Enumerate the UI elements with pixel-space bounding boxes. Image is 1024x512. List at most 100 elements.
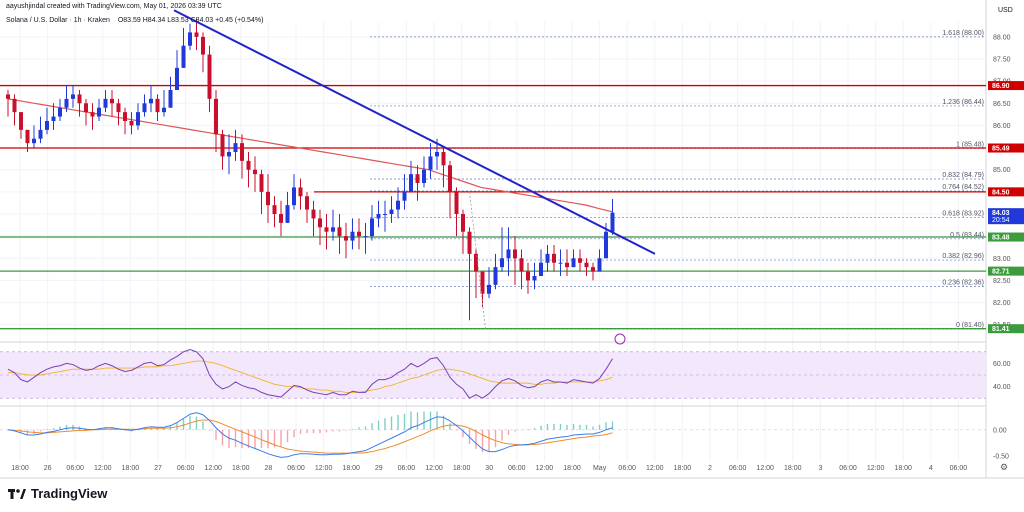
macd-histogram-bar (234, 429, 237, 448)
x-tick-label: 12:00 (94, 465, 112, 472)
macd-histogram-bar (423, 411, 425, 430)
x-tick-label: 12:00 (425, 465, 443, 472)
candle-body (38, 129, 43, 139)
y-axis-unit: USD (998, 7, 1013, 14)
macd-histogram-bar (605, 422, 607, 430)
x-tick-label: 06:00 (398, 465, 416, 472)
candle-body (448, 165, 452, 192)
candle-body (513, 249, 517, 259)
macd-tick-label: 0.00 (993, 427, 1007, 434)
macd-histogram-bar (312, 429, 315, 434)
macd-histogram-bar (377, 420, 380, 430)
x-tick-label: 26 (44, 465, 52, 472)
macd-histogram-bar (507, 429, 510, 435)
candle-body (168, 90, 173, 108)
candle-body (305, 196, 309, 210)
macd-histogram-bar (455, 429, 458, 431)
candle-body (532, 276, 537, 281)
symbol-title[interactable]: Solana / U.S. Dollar · 1h · Kraken (6, 17, 110, 24)
candle-body (578, 258, 582, 263)
candle-body (90, 112, 95, 117)
candle-body (324, 227, 329, 232)
candle-body (402, 191, 407, 201)
candle-body (318, 218, 322, 228)
price-tag (988, 143, 1024, 153)
macd-histogram-bar (59, 426, 61, 430)
candle-body (12, 98, 17, 113)
candle-body (389, 209, 394, 214)
x-tick-label: 06:00 (950, 465, 968, 472)
x-tick-label: 30 (485, 465, 493, 472)
x-tick-label: 12:00 (536, 465, 554, 472)
price-tag-label: 85.49 (992, 146, 1010, 153)
candle-body (357, 231, 361, 237)
price-tag-label: 86.90 (992, 83, 1010, 90)
settings-icon: ⚙ (1000, 462, 1008, 472)
x-tick-label: 12:00 (646, 465, 664, 472)
candle-body (181, 45, 186, 68)
macd-histogram-bar (488, 429, 490, 452)
candle-body (383, 214, 387, 215)
candle-body (129, 121, 134, 126)
tradingview-logo[interactable]: TradingView (8, 486, 107, 501)
candle-body (97, 107, 101, 117)
macd-histogram-bar (111, 427, 113, 430)
candle-body (604, 231, 608, 259)
candle-body (77, 94, 82, 104)
candle-body (272, 205, 277, 214)
macd-histogram-bar (572, 423, 575, 430)
macd-histogram-bar (182, 419, 185, 430)
price-tick-label: 85.00 (993, 167, 1011, 174)
rsi-ma-line (8, 360, 613, 393)
macd-histogram-bar (137, 429, 139, 431)
x-tick-label: 06:00 (66, 465, 84, 472)
macd-histogram-bar (267, 429, 269, 449)
candle-body (175, 67, 179, 90)
candle-body (545, 253, 550, 263)
macd-histogram-bar (163, 428, 165, 430)
candle-body (376, 214, 381, 219)
candle-body (467, 231, 472, 254)
x-tick-label: 06:00 (287, 465, 305, 472)
fib-level-label: 0 (81.40) (956, 322, 984, 329)
candle-body (142, 103, 147, 113)
candle-body (610, 212, 615, 232)
x-tick-label: 12:00 (756, 465, 774, 472)
macd-histogram-bar (585, 424, 588, 430)
macd-tick-label: -0.50 (993, 453, 1009, 460)
x-tick-label: 06:00 (618, 465, 636, 472)
macd-histogram-bar (345, 429, 347, 431)
candle-body (110, 98, 114, 104)
macd-histogram-bar (241, 429, 243, 449)
macd-line (7, 412, 613, 458)
candle-body (331, 227, 335, 232)
candle-body (162, 107, 166, 113)
candle-body (266, 191, 270, 206)
fib-level-label: 0.832 (84.79) (942, 172, 984, 179)
candle-body (584, 262, 589, 268)
candle-body (214, 98, 218, 135)
candle-body (454, 191, 459, 214)
candle-body (506, 249, 511, 259)
candle-body (25, 129, 30, 144)
brand-name: TradingView (31, 486, 108, 501)
candle-body (461, 214, 465, 232)
candle-body (344, 236, 348, 241)
price-tag-label: 84.03 (992, 210, 1010, 217)
x-tick-label: 06:00 (839, 465, 857, 472)
fib-level-label: 0.382 (82.96) (942, 253, 984, 260)
macd-histogram-bar (611, 421, 614, 430)
candle-body (500, 258, 504, 268)
candle-body (558, 262, 563, 264)
x-tick-label: 18:00 (563, 465, 581, 472)
candle-body (220, 134, 225, 157)
candle-body (207, 54, 212, 99)
candle-body (519, 258, 524, 272)
candle-body (51, 116, 56, 121)
macd-histogram-bar (273, 429, 276, 448)
x-tick-label: 06:00 (508, 465, 526, 472)
macd-histogram-bar (306, 429, 308, 434)
macd-histogram-bar (442, 415, 445, 430)
candle-body (116, 103, 121, 113)
macd-histogram-bar (533, 428, 536, 430)
